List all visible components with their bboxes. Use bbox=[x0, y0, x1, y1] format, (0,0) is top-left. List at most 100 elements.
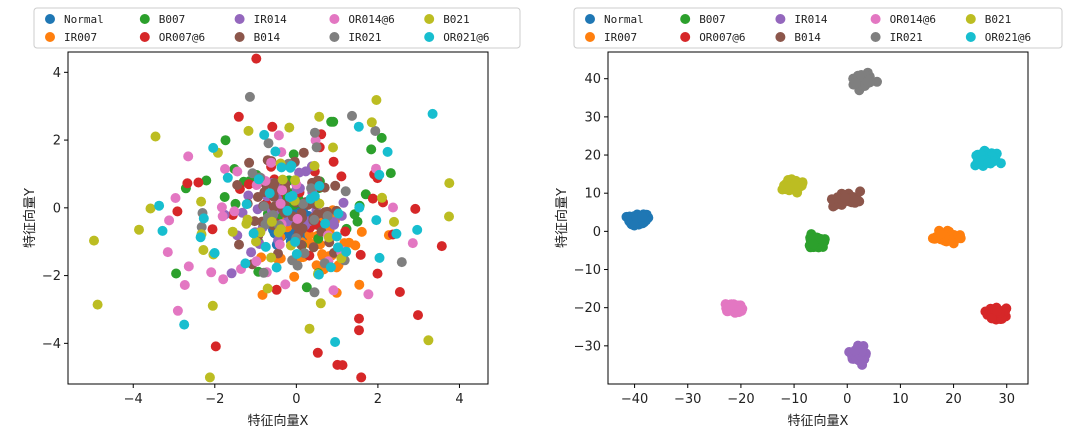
y-tick-label: −2 bbox=[42, 269, 61, 284]
data-point-OR007@6 bbox=[340, 226, 351, 237]
data-point-B021 bbox=[389, 216, 399, 227]
data-point-OR021@6 bbox=[353, 121, 364, 132]
data-point-B021 bbox=[196, 196, 207, 207]
data-point-B007 bbox=[385, 168, 396, 179]
legend-label: OR014@6 bbox=[890, 13, 936, 26]
legend-marker-OR021@6 bbox=[424, 32, 435, 42]
y-tick-label: −20 bbox=[574, 301, 601, 316]
x-tick-label: −10 bbox=[780, 392, 807, 407]
y-tick-label: 0 bbox=[53, 201, 61, 216]
legend-label: B014 bbox=[254, 31, 281, 44]
data-point-OR014@6 bbox=[737, 303, 748, 314]
legend-marker-OR007@6 bbox=[680, 32, 691, 42]
data-point-OR014@6 bbox=[162, 247, 173, 258]
data-point-B021 bbox=[284, 122, 295, 133]
legend-marker-IR007 bbox=[585, 32, 595, 42]
data-point-OR014@6 bbox=[273, 130, 284, 141]
data-point-OR007@6 bbox=[436, 241, 447, 252]
legend-label: B007 bbox=[699, 13, 726, 26]
x-tick-label: 4 bbox=[455, 392, 463, 407]
data-point-B021 bbox=[92, 299, 103, 310]
data-point-B021 bbox=[790, 178, 801, 189]
data-point-OR014@6 bbox=[266, 157, 277, 168]
data-point-OR021@6 bbox=[333, 208, 344, 219]
data-point-B021 bbox=[251, 236, 261, 247]
x-tick-label: −20 bbox=[727, 392, 754, 407]
legend-marker-IR014 bbox=[234, 14, 245, 24]
data-point-IR014 bbox=[294, 167, 305, 178]
data-point-OR021@6 bbox=[209, 248, 220, 258]
legend-label: IR007 bbox=[64, 31, 97, 44]
data-point-OR021@6 bbox=[271, 262, 282, 273]
data-point-OR007@6 bbox=[267, 121, 278, 132]
data-point-OR021@6 bbox=[285, 162, 296, 173]
legend-marker-Normal bbox=[585, 14, 595, 24]
data-point-B007 bbox=[220, 135, 231, 146]
data-point-OR014@6 bbox=[277, 185, 288, 196]
y-tick-label: 30 bbox=[584, 110, 601, 125]
data-point-OR007@6 bbox=[337, 360, 348, 371]
data-point-IR021 bbox=[263, 138, 274, 149]
data-point-IR014 bbox=[243, 190, 254, 201]
y-axis-label: 特征向量Y bbox=[22, 188, 38, 248]
data-point-Normal bbox=[629, 220, 640, 231]
data-point-B021 bbox=[134, 224, 144, 235]
data-point-OR007@6 bbox=[328, 156, 339, 167]
data-point-B021 bbox=[366, 117, 377, 128]
data-point-B021 bbox=[423, 335, 434, 346]
data-point-OR021@6 bbox=[290, 236, 301, 247]
legend: Normal IR007 B007 OR007@6 IR014 B014 OR014@6 IR… bbox=[33, 7, 521, 49]
data-point-OR014@6 bbox=[274, 239, 285, 250]
legend-marker-OR021@6 bbox=[965, 32, 976, 42]
data-point-B014 bbox=[826, 194, 837, 205]
data-point-B014 bbox=[269, 178, 280, 188]
data-point-B021 bbox=[792, 187, 803, 198]
data-point-OR021@6 bbox=[354, 202, 365, 213]
data-point-OR007@6 bbox=[354, 325, 364, 336]
data-point-B007 bbox=[301, 282, 312, 293]
data-point-OR021@6 bbox=[270, 146, 281, 157]
x-tick-label: 0 bbox=[292, 392, 300, 407]
x-tick-label: 10 bbox=[892, 392, 909, 407]
data-point-B014 bbox=[308, 242, 319, 253]
y-tick-label: −30 bbox=[574, 339, 601, 354]
data-point-OR007@6 bbox=[367, 193, 378, 204]
data-point-OR021@6 bbox=[341, 246, 352, 257]
data-point-OR007@6 bbox=[413, 310, 423, 321]
data-point-OR007@6 bbox=[251, 53, 262, 64]
x-tick-label: 20 bbox=[945, 392, 962, 407]
data-point-OR021@6 bbox=[371, 215, 382, 226]
data-point-OR021@6 bbox=[374, 252, 385, 263]
data-point-IR021 bbox=[196, 222, 207, 232]
data-point-B021 bbox=[198, 245, 209, 255]
chart-panel-1: −4 −2 0 2 4 −4 −2 0 2 4 特征向量X 特征向量Y Normal IR007 B007 O… bbox=[22, 7, 521, 429]
legend-marker-OR014@6 bbox=[870, 14, 881, 24]
data-point-OR021@6 bbox=[330, 337, 341, 347]
data-point-OR014@6 bbox=[232, 166, 243, 177]
legend-marker-IR007 bbox=[45, 32, 55, 42]
data-point-B021 bbox=[314, 111, 325, 122]
y-tick-label: 2 bbox=[53, 134, 61, 149]
data-point-B007 bbox=[376, 132, 387, 143]
data-point-OR014@6 bbox=[183, 151, 194, 162]
data-point-Normal bbox=[637, 211, 648, 222]
data-point-OR021@6 bbox=[276, 162, 287, 173]
data-point-B021 bbox=[243, 125, 254, 136]
data-point-OR007@6 bbox=[233, 111, 244, 122]
data-point-IR021 bbox=[396, 257, 407, 268]
legend-label: Normal bbox=[64, 13, 104, 26]
data-point-IR007 bbox=[289, 271, 300, 282]
data-point-B007 bbox=[288, 149, 299, 160]
legend-label: OR021@6 bbox=[443, 31, 489, 44]
data-point-OR021@6 bbox=[995, 158, 1006, 169]
data-point-OR021@6 bbox=[427, 108, 438, 119]
data-point-OR014@6 bbox=[183, 261, 194, 272]
data-point-OR007@6 bbox=[210, 341, 221, 352]
data-point-B021 bbox=[328, 142, 338, 153]
data-point-OR021@6 bbox=[309, 191, 320, 202]
data-point-OR021@6 bbox=[382, 146, 393, 157]
x-axis-label: 特征向量X bbox=[788, 413, 849, 429]
legend-marker-IR014 bbox=[775, 14, 786, 24]
y-tick-label: −10 bbox=[574, 263, 601, 278]
legend-marker-B014 bbox=[775, 32, 786, 42]
